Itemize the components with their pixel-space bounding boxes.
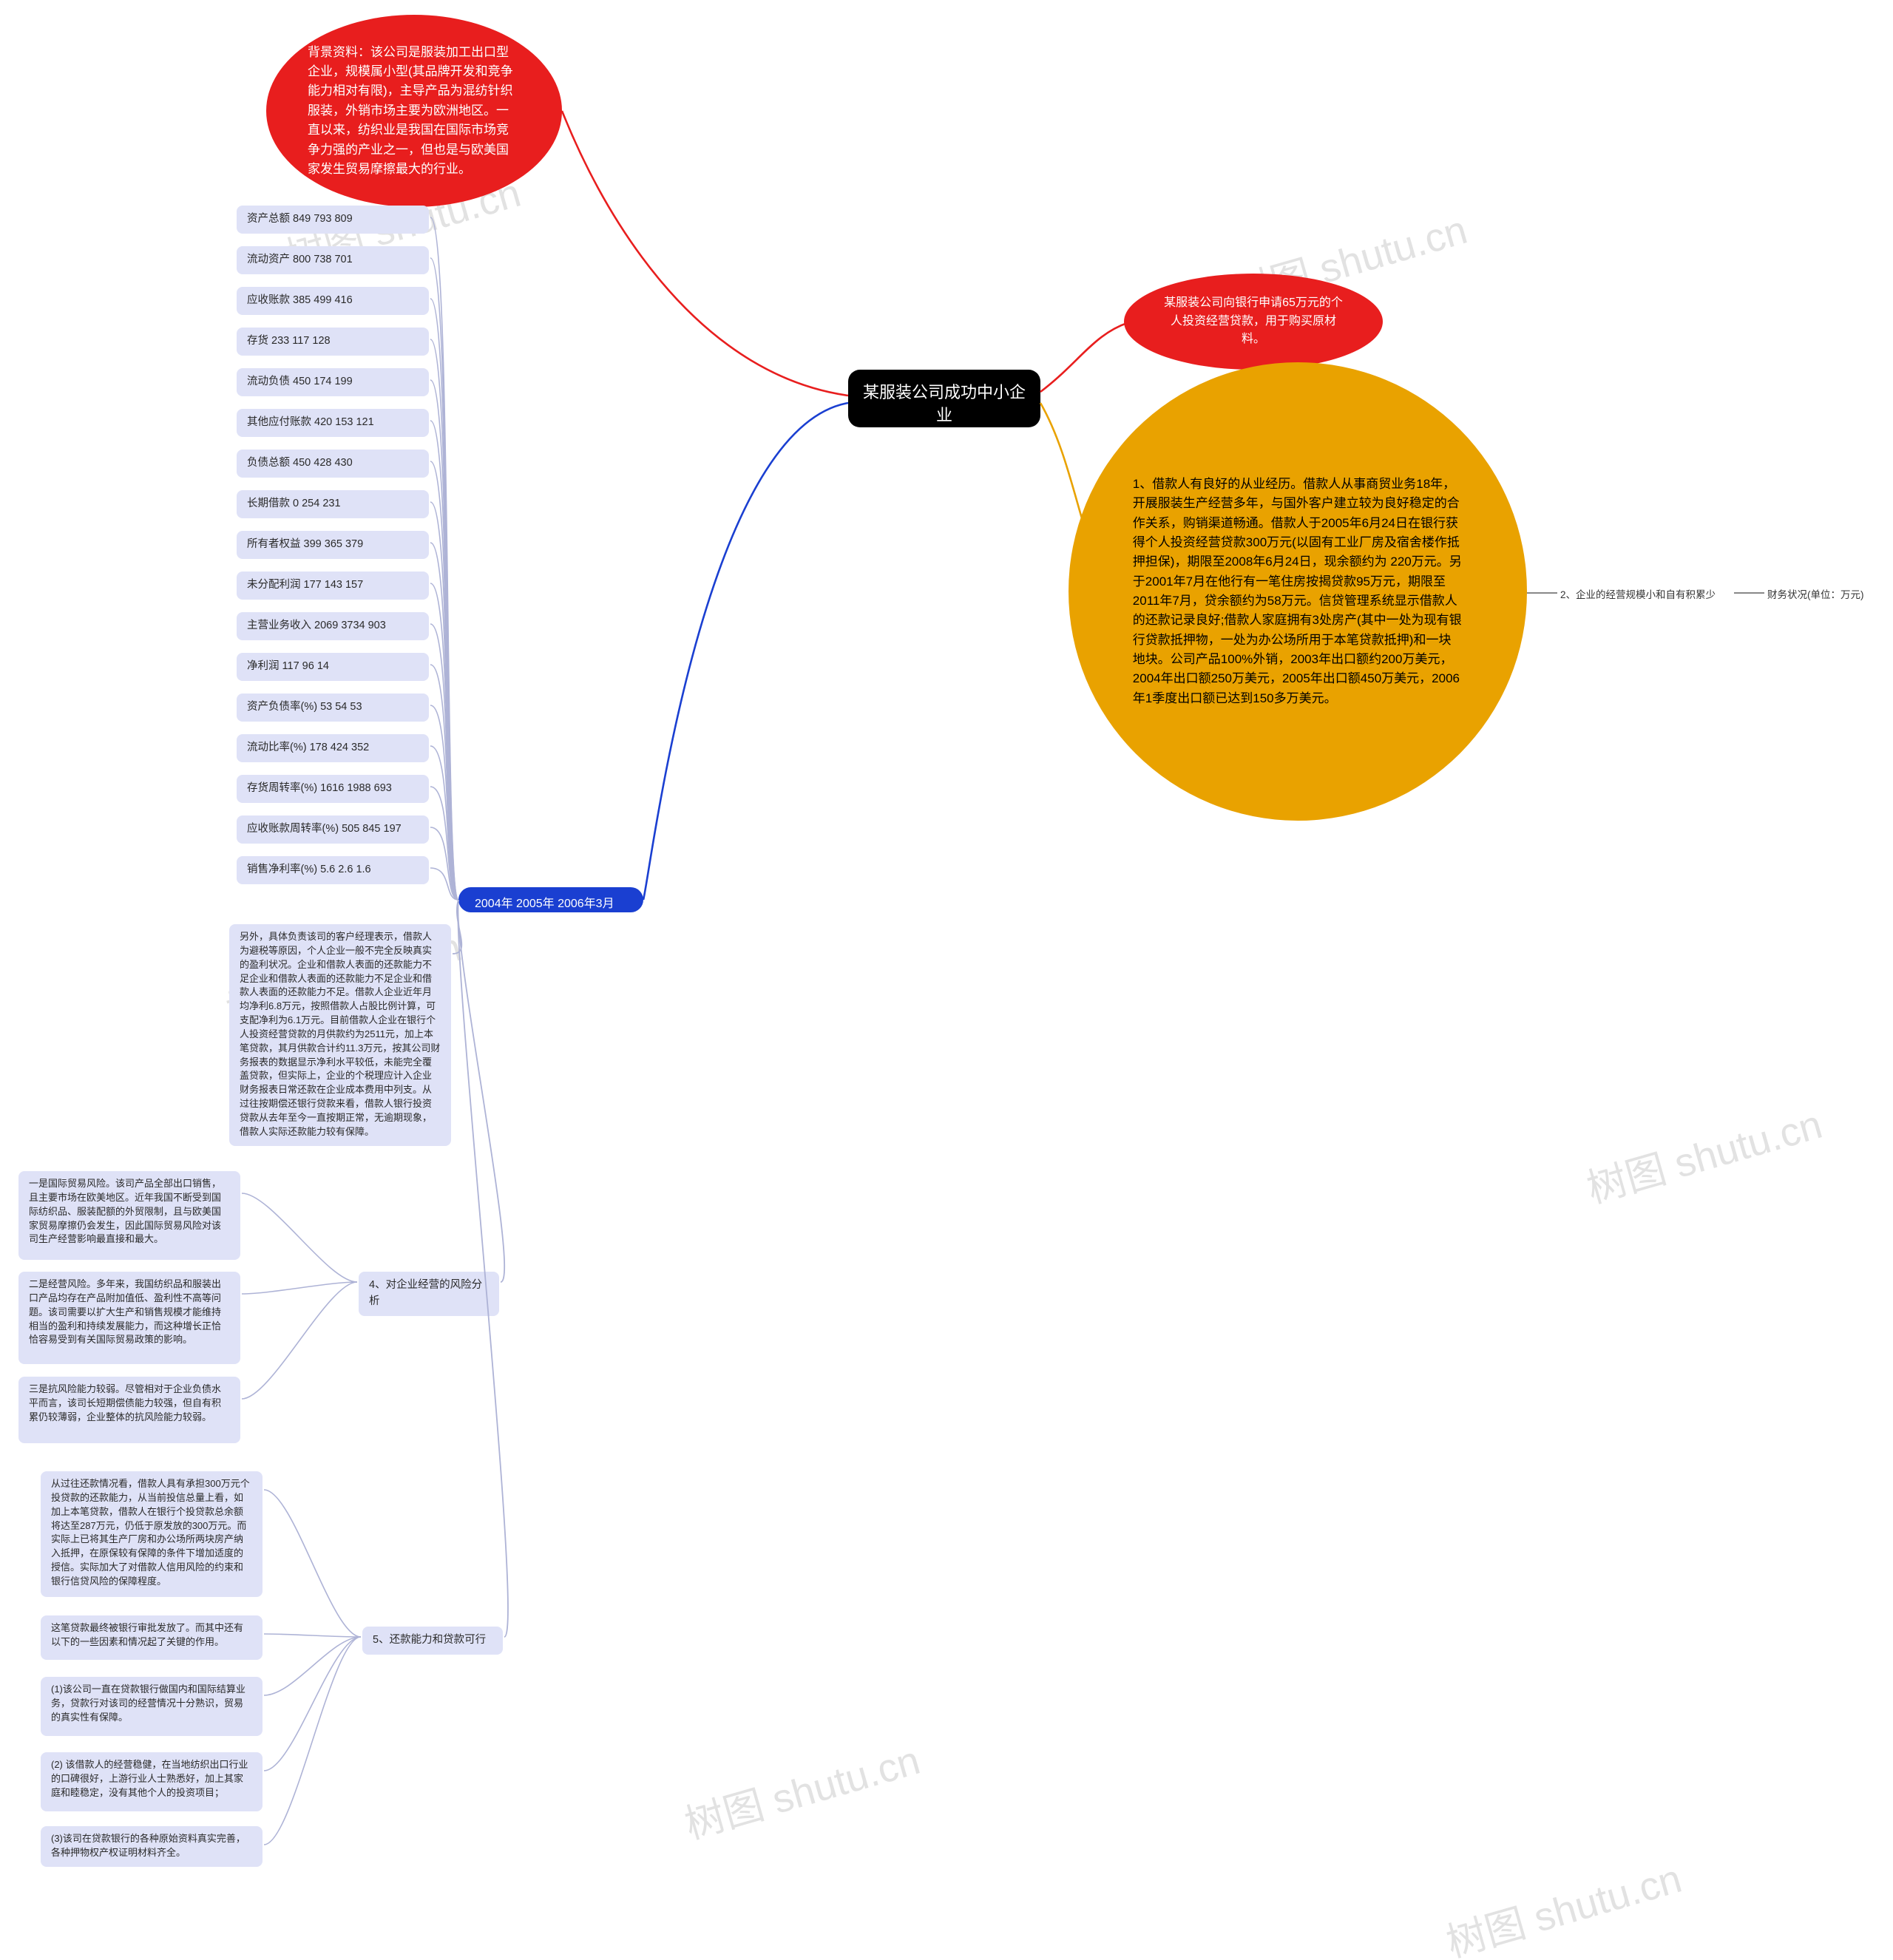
loan-request-bubble[interactable]: 某服装公司向银行申请65万元的个人投资经营贷款，用于购买原材料。 xyxy=(1124,274,1383,370)
finance-row: 应收账款周转率(%) 505 845 197 xyxy=(237,815,429,844)
repayment-label[interactable]: 5、还款能力和贷款可行 xyxy=(362,1627,503,1655)
finance-row: 流动比率(%) 178 424 352 xyxy=(237,734,429,762)
finance-row: 流动资产 800 738 701 xyxy=(237,246,429,274)
finance-unit-note: 财务状况(单位：万元) xyxy=(1767,588,1864,603)
risk-item: 三是抗风险能力较弱。尽管相对于企业负债水平而言，该司长短期偿债能力较强，但自有积… xyxy=(18,1377,240,1443)
analysis-note: 另外，具体负责该司的客户经理表示，借款人为避税等原因，个人企业一般不完全反映真实… xyxy=(229,924,451,1146)
finance-row: 销售净利率(%) 5.6 2.6 1.6 xyxy=(237,856,429,884)
repayment-item: 从过往还款情况看，借款人具有承担300万元个投贷款的还款能力，从当前投信总量上看… xyxy=(41,1471,263,1597)
finance-row: 存货 233 117 128 xyxy=(237,328,429,356)
risk-item: 一是国际贸易风险。该司产品全部出口销售，且主要市场在欧美地区。近年我国不断受到国… xyxy=(18,1171,240,1260)
finance-row: 应收账款 385 499 416 xyxy=(237,287,429,315)
finance-row: 净利润 117 96 14 xyxy=(237,653,429,681)
finance-row: 存货周转率(%) 1616 1988 693 xyxy=(237,775,429,803)
finance-row: 负债总额 450 428 430 xyxy=(237,450,429,478)
repayment-item: (1)该公司一直在贷款银行做国内和国际结算业务，贷款行对该司的经营情况十分熟识，… xyxy=(41,1677,263,1736)
repayment-item: (2) 该借款人的经营稳健，在当地纺织出口行业的口碑很好，上游行业人士熟悉好，加… xyxy=(41,1752,263,1811)
finance-row: 资产总额 849 793 809 xyxy=(237,206,429,234)
scale-note: 2、企业的经营规模小和自有积累少 xyxy=(1560,588,1716,603)
finance-row: 主营业务收入 2069 3734 903 xyxy=(237,612,429,640)
watermark: 树图 shutu.cn xyxy=(1579,1091,1827,1214)
repayment-item: (3)该司在贷款银行的各种原始资料真实完善，各种押物权产权证明材料齐全。 xyxy=(41,1826,263,1867)
risk-analysis-label[interactable]: 4、对企业经营的风险分析 xyxy=(359,1272,499,1316)
watermark: 树图 shutu.cn xyxy=(677,1727,925,1850)
finance-row: 所有者权益 399 365 379 xyxy=(237,531,429,559)
mindmap-canvas: 树图 shutu.cn树图 shutu.cn树图 shutu.cn树图 shut… xyxy=(0,0,1893,1960)
borrower-profile-bubble[interactable]: 1、借款人有良好的从业经历。借款人从事商贸业务18年，开展服装生产经营多年，与国… xyxy=(1069,362,1527,821)
watermark: 树图 shutu.cn xyxy=(1438,1845,1687,1960)
finance-row: 其他应付账款 420 153 121 xyxy=(237,409,429,437)
root-node[interactable]: 某服装公司成功中小企业融资案例分析 xyxy=(848,370,1040,427)
finance-row: 流动负债 450 174 199 xyxy=(237,368,429,396)
background-bubble[interactable]: 背景资料：该公司是服装加工出口型企业，规模属小型(其品牌开发和竞争能力相对有限)… xyxy=(266,15,562,207)
finance-row: 未分配利润 177 143 157 xyxy=(237,572,429,600)
year-branch-label[interactable]: 2004年 2005年 2006年3月 xyxy=(458,887,643,912)
risk-item: 二是经营风险。多年来，我国纺织品和服装出口产品均存在产品附加值低、盈利性不高等问… xyxy=(18,1272,240,1364)
repayment-item: 这笔贷款最终被银行审批发放了。而其中还有以下的一些因素和情况起了关键的作用。 xyxy=(41,1615,263,1660)
finance-row: 资产负债率(%) 53 54 53 xyxy=(237,694,429,722)
finance-row: 长期借款 0 254 231 xyxy=(237,490,429,518)
